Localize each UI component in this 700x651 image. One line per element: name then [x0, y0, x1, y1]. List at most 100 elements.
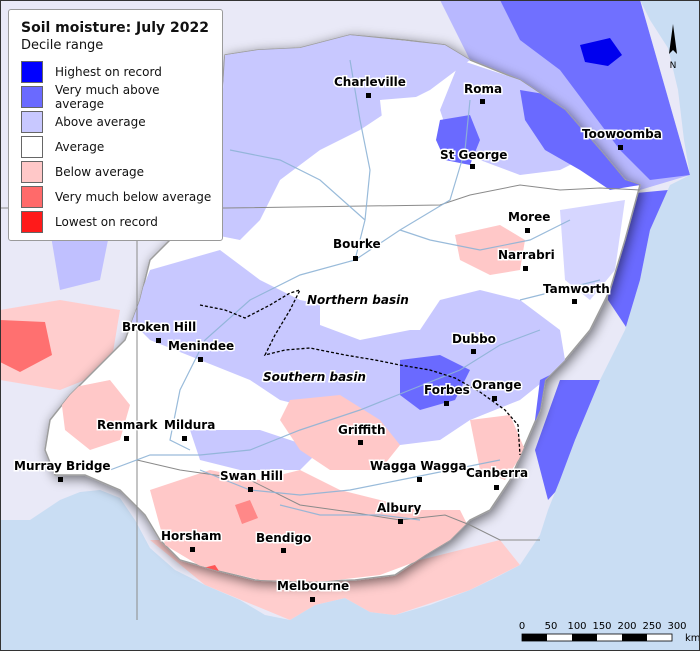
legend-label: Above average: [55, 114, 146, 129]
very-below-bendigo: [235, 500, 258, 524]
scale-tick-50: 50: [545, 621, 558, 632]
below-average-renmark: [60, 380, 130, 450]
town-label-melbourne: Melbourne: [277, 579, 349, 593]
town-marker: [471, 349, 476, 354]
town-marker: [156, 338, 161, 343]
town-marker: [398, 519, 403, 524]
town-label-canberra: Canberra: [466, 466, 528, 480]
town-marker: [444, 401, 449, 406]
legend: Soil moisture: July 2022 Decile range Hi…: [8, 9, 223, 241]
north-label: N: [670, 61, 677, 71]
legend-label: Average: [55, 139, 105, 154]
very-above-toowoomba: [520, 90, 640, 190]
scale-unit: km: [685, 633, 700, 644]
legend-item: Average: [21, 134, 212, 159]
town-label-horsham: Horsham: [161, 529, 222, 543]
scale-tick-150: 150: [592, 621, 611, 632]
legend-items: Highest on record Very much above average…: [21, 59, 212, 234]
scale-tick-100: 100: [567, 621, 586, 632]
town-label-bendigo: Bendigo: [256, 531, 311, 545]
town-label-mildura: Mildura: [164, 418, 215, 432]
town-label-tamworth: Tamworth: [543, 282, 610, 296]
town-label-swan-hill: Swan Hill: [220, 469, 283, 483]
legend-label: Very much above average: [54, 82, 160, 111]
legend-label: Lowest on record: [55, 214, 158, 229]
below-average-narrabri: [455, 225, 525, 275]
basin-label-southern: Southern basin: [263, 370, 366, 384]
town-marker: [523, 266, 528, 271]
town-label-charleville: Charleville: [334, 75, 406, 89]
town-label-orange: Orange: [472, 378, 522, 392]
legend-label: Very much below average: [55, 189, 212, 204]
legend-swatch: [21, 210, 43, 233]
average-pocket: [320, 285, 420, 340]
scale-segment: [622, 634, 647, 641]
legend-item: Very much above average: [21, 82, 212, 111]
state-borders: [0, 184, 641, 620]
town-label-moree: Moree: [508, 210, 550, 224]
town-label-roma: Roma: [464, 82, 502, 96]
town-marker: [572, 299, 577, 304]
below-average-south: [150, 470, 470, 582]
above-average-murray: [190, 430, 320, 470]
town-marker: [124, 436, 129, 441]
town-label-dubbo: Dubbo: [452, 332, 496, 346]
town-label-griffith: Griffith: [338, 423, 386, 437]
town-marker: [281, 548, 286, 553]
town-marker: [198, 357, 203, 362]
legend-swatch: [21, 185, 43, 208]
town-marker: [618, 145, 623, 150]
outer-above-west: [50, 230, 110, 290]
legend-title: Soil moisture: July 2022: [21, 20, 209, 36]
town-marker: [358, 440, 363, 445]
outer-very-above-east: [500, 0, 690, 180]
town-label-renmark: Renmark: [97, 418, 158, 432]
outer-very-below-west: [0, 320, 52, 372]
north-arrow-icon: N: [669, 24, 677, 71]
north-arrow: N: [664, 22, 682, 76]
legend-item: Highest on record: [21, 59, 212, 84]
town-label-broken-hill: Broken Hill: [122, 320, 196, 334]
northern-southern-basin-boundary: [199, 288, 521, 456]
town-marker: [417, 477, 422, 482]
basin-label-northern: Northern basin: [307, 293, 409, 307]
above-average-north: [215, 35, 470, 240]
legend-swatch: [21, 60, 43, 83]
legend-swatch: [21, 110, 43, 133]
very-above-forbes: [400, 355, 470, 410]
town-marker: [470, 164, 475, 169]
above-average-east-inland: [560, 200, 625, 300]
very-above-st-george: [436, 115, 480, 165]
scale-tick-0: 0: [519, 621, 525, 632]
legend-swatch: [21, 85, 43, 108]
scale-tick-250: 250: [642, 621, 661, 632]
town-label-st-george: St George: [440, 148, 507, 162]
town-label-wagga-wagga: Wagga Wagga: [370, 459, 467, 473]
town-marker: [494, 485, 499, 490]
town-marker: [182, 436, 187, 441]
legend-item: Lowest on record: [21, 209, 212, 234]
town-label-narrabri: Narrabri: [498, 248, 555, 262]
town-marker: [248, 487, 253, 492]
above-average-charleville-gap: [380, 95, 455, 160]
legend-label: Below average: [55, 164, 145, 179]
legend-swatch: [21, 160, 43, 183]
town-marker: [353, 256, 358, 261]
town-label-murray-bridge: Murray Bridge: [14, 459, 111, 473]
town-marker: [190, 547, 195, 552]
town-label-forbes: Forbes: [424, 383, 470, 397]
town-marker: [310, 597, 315, 602]
outer-highest: [580, 38, 622, 66]
legend-label: Highest on record: [55, 64, 162, 79]
town-label-toowoomba: Toowoomba: [582, 127, 662, 141]
scale-segment: [522, 634, 547, 641]
outer-very-above-south: [535, 380, 600, 500]
scale-tick-200: 200: [617, 621, 636, 632]
scale-bar: 0 50 100 150 200 250 300 km: [519, 621, 700, 644]
legend-swatch: [21, 135, 43, 158]
town-marker: [525, 228, 530, 233]
scale-tick-300: 300: [667, 621, 686, 632]
legend-subtitle: Decile range: [21, 38, 104, 53]
